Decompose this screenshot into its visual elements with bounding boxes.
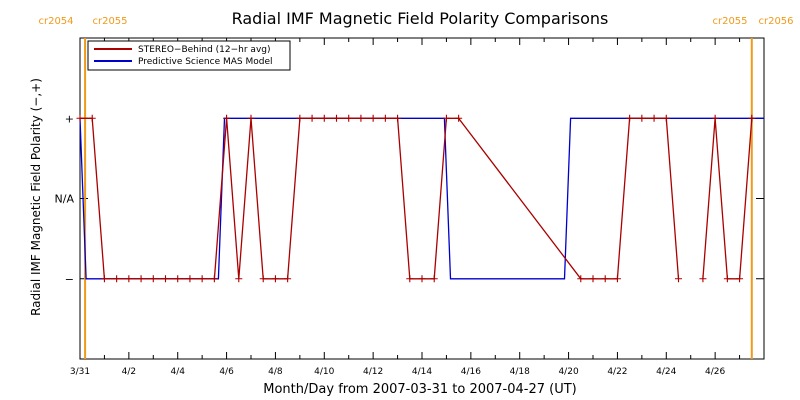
- series-point-0: [149, 275, 157, 283]
- series-point-0: [626, 114, 634, 122]
- series-point-0: [113, 275, 121, 283]
- x-tick-label: 4/20: [558, 367, 578, 377]
- x-tick-label: 4/24: [656, 367, 676, 377]
- y-axis-ticks: + N/A −: [55, 112, 764, 286]
- series-point-0: [675, 275, 682, 283]
- x-tick-label: 3/31: [70, 367, 90, 377]
- legend-label-model: Predictive Science MAS Model: [138, 57, 273, 67]
- rotation-marker-left-label-2: cr2055: [712, 16, 747, 27]
- x-axis-ticks: 3/31 4/2 4/4 4/6 4/8 4/10 4/12 4/14 4/16 4/18 4/20…: [70, 38, 765, 377]
- series-point-0: [430, 275, 438, 283]
- series-point-0: [381, 114, 389, 122]
- series-point-0: [723, 275, 731, 283]
- series-point-0: [162, 275, 169, 283]
- series-point-0: [357, 114, 365, 122]
- series-point-0: [308, 114, 316, 122]
- series-point-0: [210, 275, 218, 283]
- x-axis-label: Month/Day from 2007-03-31 to 2007-04-27 …: [263, 382, 576, 397]
- series-point-0: [284, 275, 292, 283]
- series-line-0: [80, 117, 753, 280]
- series-point-0: [601, 275, 609, 283]
- chart-title: Radial IMF Magnetic Field Polarity Compa…: [232, 9, 609, 28]
- series-point-0: [613, 275, 621, 283]
- series-point-0: [638, 114, 646, 122]
- x-tick-label: 4/14: [412, 367, 432, 377]
- series-point-0: [394, 114, 402, 122]
- x-tick-label: 4/16: [461, 367, 481, 377]
- legend-box: [87, 40, 291, 71]
- x-tick-label: 4/18: [510, 367, 530, 377]
- rotation-marker-right-label-1: cr2055: [92, 16, 127, 27]
- series-point-0: [76, 114, 84, 122]
- rotation-marker-right-label-2: cr2056: [758, 16, 793, 27]
- legend-label-stereo: STEREO−Behind (12−hr avg): [138, 45, 271, 55]
- x-tick-label: 4/22: [607, 367, 627, 377]
- series-point-0: [442, 114, 450, 122]
- series-point-0: [662, 114, 670, 122]
- series-point-0: [369, 114, 377, 122]
- rotation-marker-left-label-1: cr2054: [38, 16, 73, 27]
- series-point-0: [711, 114, 719, 122]
- series-point-0: [137, 275, 145, 283]
- plot-frame: [79, 37, 765, 360]
- series-line-1: [79, 117, 764, 280]
- series-point-0: [100, 275, 108, 283]
- series-point-0: [333, 114, 340, 122]
- series-point-0: [406, 275, 414, 283]
- series-point-0: [186, 275, 194, 283]
- series-point-0: [174, 275, 182, 283]
- x-tick-label: 4/8: [268, 367, 283, 377]
- series-point-0: [736, 275, 744, 283]
- series-point-0: [296, 114, 304, 122]
- series-point-0: [125, 275, 133, 283]
- series-point-0: [223, 114, 231, 122]
- series-point-0: [259, 275, 267, 283]
- series-point-0: [589, 275, 597, 283]
- y-tick-label: −: [65, 273, 74, 286]
- x-tick-label: 4/6: [219, 367, 234, 377]
- series-point-0: [320, 114, 328, 122]
- x-tick-label: 4/26: [705, 367, 725, 377]
- series-layer: [76, 114, 764, 283]
- rotation-markers: [84, 38, 753, 359]
- x-tick-label: 4/4: [170, 367, 185, 377]
- legend: STEREO−Behind (12−hr avg) Predictive Sci…: [87, 40, 291, 71]
- series-point-0: [198, 275, 206, 283]
- series-point-0: [271, 275, 279, 283]
- y-tick-label: N/A: [55, 193, 75, 206]
- series-point-0: [345, 114, 353, 122]
- x-tick-label: 4/2: [122, 367, 136, 377]
- series-point-0: [748, 114, 756, 122]
- series-point-0: [577, 275, 585, 283]
- x-tick-label: 4/12: [363, 367, 383, 377]
- series-point-0: [235, 275, 243, 283]
- series-point-0: [247, 114, 255, 122]
- series-point-0: [418, 275, 426, 283]
- x-tick-label: 4/10: [314, 367, 334, 377]
- series-point-0: [650, 114, 658, 122]
- series-point-0: [455, 114, 463, 122]
- y-axis-label: Radial IMF Magnetic Field Polarity (−,+): [29, 78, 43, 316]
- y-tick-label: +: [65, 112, 74, 125]
- series-point-0: [699, 275, 707, 283]
- series-point-0: [88, 114, 96, 122]
